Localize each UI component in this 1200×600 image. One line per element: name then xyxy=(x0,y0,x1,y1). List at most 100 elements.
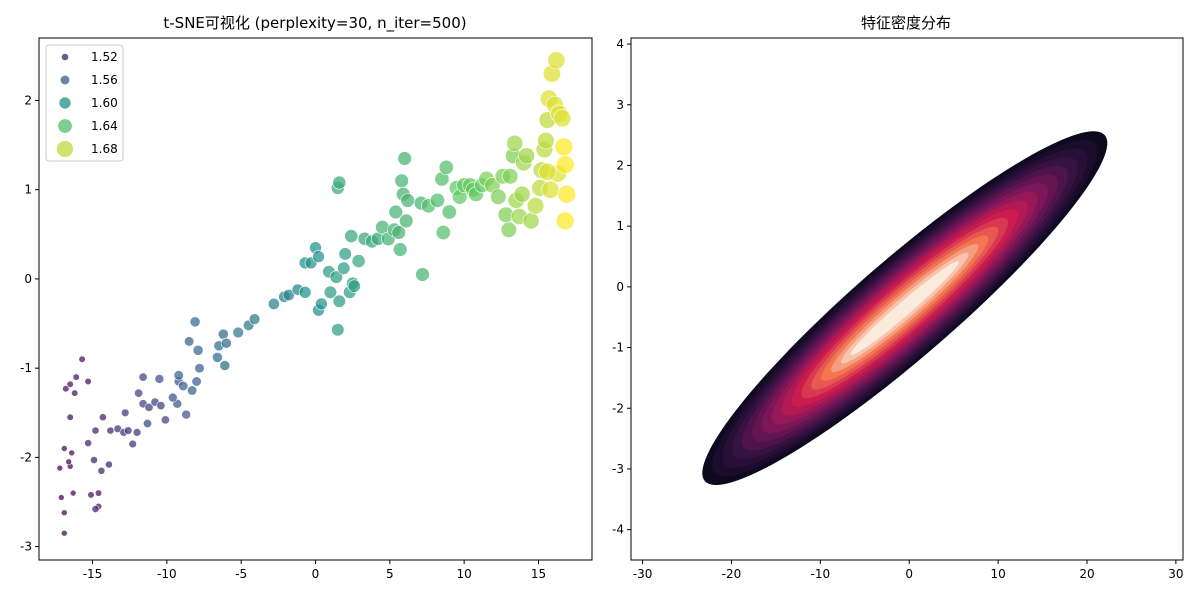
density-plot-frame xyxy=(630,37,1184,561)
scatter-point xyxy=(68,449,75,457)
legend-label: 1.64 xyxy=(91,119,118,133)
scatter-point xyxy=(329,270,343,284)
scatter-point xyxy=(415,267,430,282)
density-contour-level xyxy=(850,261,959,355)
density-y-tick-label: -3 xyxy=(612,462,624,476)
tsne-y-tick-label: 2 xyxy=(24,93,32,107)
scatter-point xyxy=(106,426,115,435)
scatter-point xyxy=(337,261,351,275)
scatter-point xyxy=(526,197,545,215)
tsne-x-tick-label: -15 xyxy=(83,567,103,581)
scatter-point xyxy=(191,376,202,387)
scatter-point xyxy=(312,250,325,263)
scatter-point xyxy=(555,155,575,174)
tsne-x-tick-label: 0 xyxy=(312,567,320,581)
scatter-point xyxy=(267,297,280,310)
scatter-point xyxy=(331,323,345,337)
legend-label: 1.68 xyxy=(91,142,118,156)
scatter-point xyxy=(128,439,137,449)
tsne-points-group xyxy=(56,51,577,537)
density-x-tick-label: 20 xyxy=(1079,567,1094,581)
density-y-tick-label: -4 xyxy=(612,523,624,537)
scatter-point xyxy=(168,392,178,403)
scatter-point xyxy=(522,212,540,230)
scatter-point xyxy=(506,134,524,152)
density-y-tick-label: 0 xyxy=(616,280,624,294)
scatter-point xyxy=(160,415,170,425)
tsne-y-tick-label: -1 xyxy=(20,361,32,375)
scatter-point xyxy=(232,326,244,339)
tsne-y-tick-label: 1 xyxy=(24,183,32,197)
tsne-y-tick-label: 0 xyxy=(24,272,32,286)
scatter-point xyxy=(399,213,414,229)
scatter-point xyxy=(298,285,312,299)
scatter-point xyxy=(189,316,201,328)
legend-label: 1.52 xyxy=(91,50,118,64)
scatter-point xyxy=(541,180,560,199)
scatter-point xyxy=(344,229,359,243)
scatter-point xyxy=(84,439,92,447)
scatter-point xyxy=(490,188,507,205)
tsne-x-tick-label: 5 xyxy=(386,567,394,581)
legend-marker xyxy=(56,140,74,158)
scatter-point xyxy=(134,388,144,398)
scatter-point xyxy=(397,151,412,166)
scatter-point xyxy=(72,373,80,381)
scatter-point xyxy=(400,193,415,208)
density-y-tick-label: 1 xyxy=(616,219,624,233)
scatter-point xyxy=(62,385,70,393)
scatter-point xyxy=(94,489,103,497)
scatter-point xyxy=(61,445,68,452)
scatter-point xyxy=(555,211,575,231)
density-x-tick-label: -30 xyxy=(633,567,653,581)
scatter-point xyxy=(181,409,191,420)
density-x-tick-label: -10 xyxy=(811,567,831,581)
scatter-point xyxy=(66,413,74,421)
scatter-point xyxy=(220,337,232,349)
scatter-point xyxy=(315,297,328,311)
density-chart-title: 特征密度分布 xyxy=(861,14,951,32)
tsne-x-tick-label: 15 xyxy=(531,567,546,581)
scatter-point xyxy=(69,489,77,497)
scatter-point xyxy=(553,109,572,128)
scatter-point xyxy=(393,242,408,257)
scatter-point xyxy=(156,401,166,411)
scatter-point xyxy=(120,408,130,417)
density-y-tick-label: 4 xyxy=(616,37,624,51)
scatter-point xyxy=(123,426,133,435)
scatter-point xyxy=(178,380,189,392)
scatter-point xyxy=(184,336,195,347)
scatter-point xyxy=(429,192,445,208)
scatter-point xyxy=(211,351,223,363)
legend-label: 1.56 xyxy=(91,73,118,87)
scatter-point xyxy=(65,458,72,466)
scatter-point xyxy=(435,225,451,241)
scatter-point xyxy=(217,328,229,340)
scatter-point xyxy=(518,147,536,165)
density-contours-group xyxy=(702,131,1108,485)
scatter-point xyxy=(219,360,231,371)
scatter-point xyxy=(332,175,347,190)
scatter-point xyxy=(537,131,555,150)
density-x-tick-label: -20 xyxy=(722,567,742,581)
scatter-point xyxy=(91,505,100,513)
scatter-point xyxy=(187,385,198,396)
density-x-tick-label: 30 xyxy=(1168,567,1183,581)
scatter-point xyxy=(192,344,204,356)
scatter-point xyxy=(97,466,106,475)
scatter-point xyxy=(282,288,295,301)
density-y-tick-label: -1 xyxy=(612,341,624,355)
scatter-point xyxy=(332,294,346,308)
scatter-point xyxy=(71,389,79,397)
scatter-point xyxy=(138,372,148,382)
tsne-x-tick-label: -5 xyxy=(235,567,247,581)
scatter-point xyxy=(351,254,366,268)
scatter-point xyxy=(248,313,261,325)
legend-marker xyxy=(58,96,72,110)
scatter-point xyxy=(347,279,361,293)
tsne-chart-title: t-SNE可视化 (perplexity=30, n_iter=500) xyxy=(163,14,466,33)
